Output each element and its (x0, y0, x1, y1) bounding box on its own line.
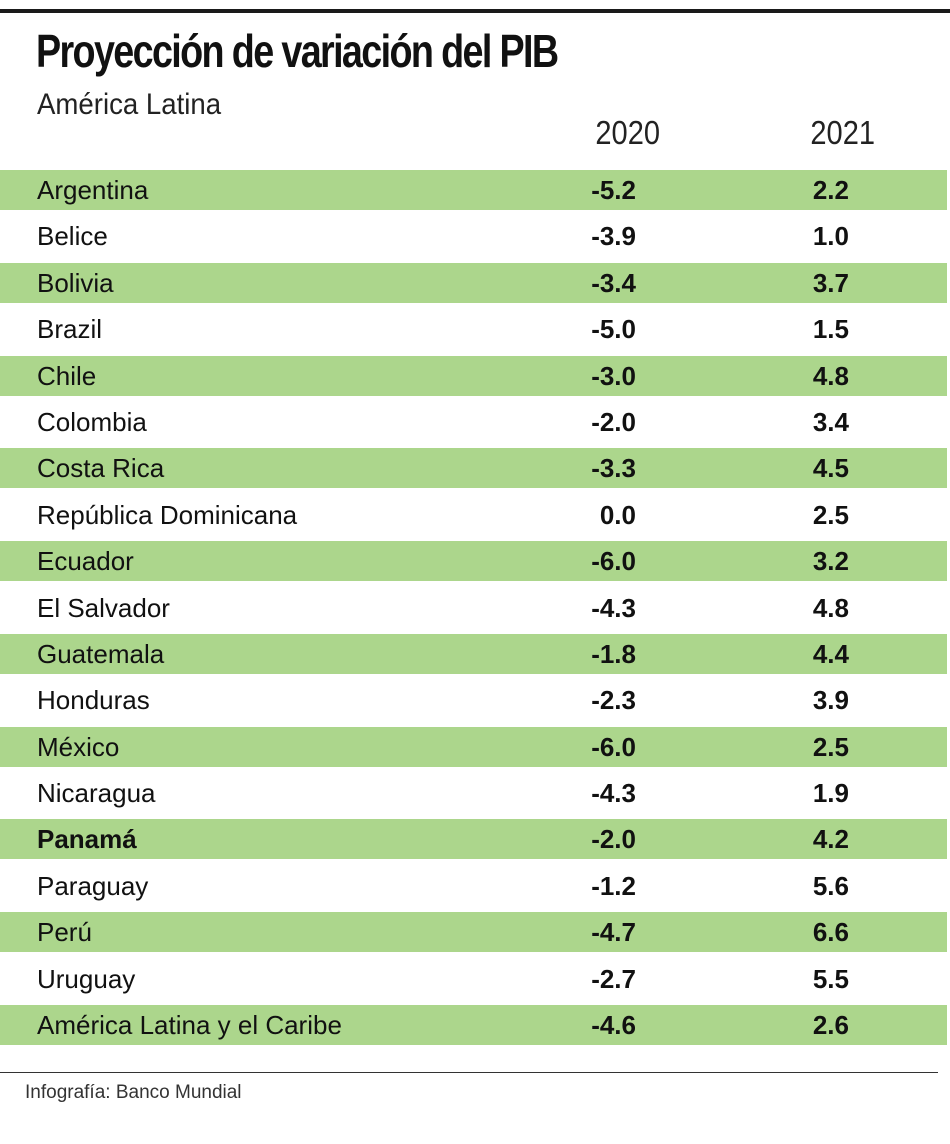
row-label: El Salvador (37, 592, 170, 623)
row-stripe (0, 819, 947, 860)
row-label: Ecuador (37, 546, 134, 577)
table-row: Paraguay -1.2 5.6 (0, 866, 950, 912)
value-2020: -2.3 (591, 685, 636, 716)
value-2020: -4.7 (591, 917, 636, 948)
table-body: Argentina -5.2 2.2 Belice -3.9 1.0 Bolivia -3.4… (0, 170, 950, 1051)
row-stripe (0, 262, 947, 303)
row-label: México (37, 731, 120, 762)
value-2021: 4.2 (812, 824, 849, 855)
row-label: Brazil (37, 314, 103, 345)
row-label: Belice (37, 221, 108, 252)
value-2020: -1.2 (591, 870, 636, 901)
table-row: Bolivia -3.4 3.7 (0, 262, 950, 309)
column-header-2021: 2021 (810, 114, 875, 151)
table-row: Honduras -2.3 3.9 (0, 680, 950, 726)
table-row: Belice -3.9 1.0 (0, 216, 950, 262)
value-2021: 2.5 (812, 731, 849, 762)
table-row: Panamá -2.0 4.2 (0, 819, 950, 865)
value-2020: -3.3 (591, 453, 636, 484)
value-2021: 1.0 (812, 221, 849, 252)
value-2021: 2.5 (812, 499, 849, 530)
bottom-rule (0, 1072, 938, 1073)
value-2021: 4.8 (812, 360, 849, 391)
row-stripe (0, 541, 947, 582)
value-2020: -6.0 (591, 731, 636, 762)
row-label: Bolivia (37, 267, 114, 298)
table-row: Colombia -2.0 3.4 (0, 402, 950, 448)
chart-subtitle: América Latina (37, 88, 222, 121)
row-label: Panamá (37, 824, 137, 855)
value-2021: 2.2 (812, 175, 849, 205)
value-2021: 4.4 (812, 638, 849, 669)
value-2020: -4.3 (591, 592, 636, 623)
row-stripe (0, 448, 947, 489)
table-row: República Dominicana 0.0 2.5 (0, 495, 950, 541)
table-row: Costa Rica -3.3 4.5 (0, 448, 950, 494)
value-2020: -4.3 (591, 778, 636, 809)
row-stripe (0, 1005, 947, 1046)
value-2021: 3.9 (812, 685, 849, 716)
table-row: México -6.0 2.5 (0, 726, 950, 773)
row-label: Chile (37, 360, 97, 391)
table-row: Argentina -5.2 2.2 (0, 170, 950, 216)
row-stripe (0, 726, 947, 767)
source-note: Infografía: Banco Mundial (25, 1082, 242, 1103)
table-row: Chile -3.0 4.8 (0, 355, 950, 402)
chart-title: Proyección de variación del PIB (36, 25, 559, 77)
table-row: Uruguay -2.7 5.5 (0, 959, 950, 1005)
table-row: América Latina y el Caribe -4.6 2.6 (0, 1005, 950, 1051)
row-label: Costa Rica (37, 453, 165, 484)
column-header-2020: 2020 (595, 114, 660, 151)
row-stripe (0, 355, 947, 396)
table-row: Perú -4.7 6.6 (0, 912, 950, 958)
value-2020: -5.0 (591, 314, 636, 345)
value-2020: -2.0 (591, 824, 636, 855)
value-2020: 0.0 (599, 499, 636, 530)
row-label: Uruguay (37, 963, 136, 994)
row-label: América Latina y el Caribe (37, 1010, 342, 1041)
value-2021: 4.8 (812, 592, 849, 623)
value-2020: -1.8 (591, 638, 636, 669)
value-2020: -6.0 (591, 546, 636, 577)
row-label: Honduras (37, 685, 150, 716)
row-label: República Dominicana (37, 499, 298, 530)
value-2020: -4.6 (591, 1010, 636, 1041)
value-2021: 3.7 (812, 267, 849, 298)
value-2020: -2.7 (591, 963, 636, 994)
row-label: Nicaragua (37, 778, 156, 809)
value-2021: 4.5 (812, 453, 849, 484)
value-2021: 5.6 (812, 870, 849, 901)
table-row: Guatemala -1.8 4.4 (0, 633, 950, 680)
value-2021: 1.5 (812, 314, 849, 345)
row-stripe (0, 633, 947, 674)
table-row: Nicaragua -4.3 1.9 (0, 773, 950, 819)
value-2020: -5.2 (591, 175, 636, 205)
row-label: Perú (37, 917, 92, 948)
row-stripe (0, 912, 947, 953)
value-2021: 5.5 (812, 963, 849, 994)
row-label: Colombia (37, 406, 147, 437)
value-2021: 6.6 (812, 917, 849, 948)
row-label: Paraguay (37, 870, 149, 901)
top-rule (0, 9, 950, 13)
table-row: El Salvador -4.3 4.8 (0, 588, 950, 634)
row-stripe (0, 170, 947, 210)
row-label: Guatemala (37, 638, 165, 669)
table-row: Ecuador -6.0 3.2 (0, 541, 950, 587)
value-2021: 1.9 (812, 778, 849, 809)
table-row: Brazil -5.0 1.5 (0, 309, 950, 355)
value-2021: 3.4 (812, 406, 849, 437)
value-2020: -2.0 (591, 406, 636, 437)
value-2021: 2.6 (812, 1010, 849, 1041)
row-label: Argentina (37, 175, 149, 205)
value-2020: -3.0 (591, 360, 636, 391)
value-2021: 3.2 (812, 546, 849, 577)
value-2020: -3.9 (591, 221, 636, 252)
value-2020: -3.4 (591, 267, 636, 298)
